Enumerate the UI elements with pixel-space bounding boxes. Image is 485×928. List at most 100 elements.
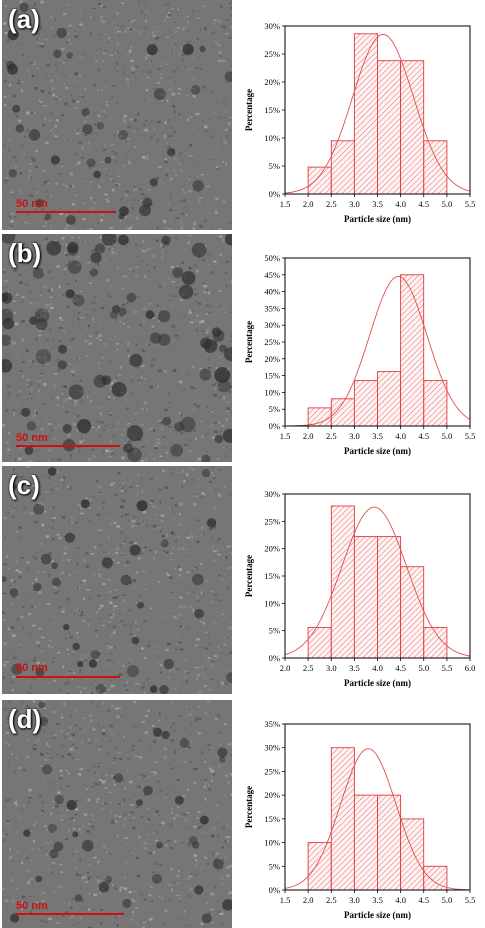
histogram-bar	[423, 380, 448, 427]
x-axis-label: Particle size (nm)	[344, 446, 411, 456]
y-tick-label: 35%	[264, 303, 280, 313]
y-tick-label: 30%	[264, 21, 280, 31]
histogram-bar	[353, 536, 378, 659]
x-tick-label: 5.5	[442, 663, 453, 673]
x-tick-label: 5.0	[442, 895, 453, 905]
x-tick-label: 4.0	[395, 431, 406, 441]
y-tick-label: 30%	[264, 743, 280, 753]
x-axis-label: Particle size (nm)	[344, 910, 411, 920]
y-tick-label: 0%	[269, 885, 280, 895]
tem-image-b: (b) 50 nm	[2, 234, 232, 462]
y-tick-label: 30%	[264, 489, 280, 499]
y-tick-label: 0%	[269, 653, 280, 663]
y-axis-label: Percentage	[244, 555, 254, 597]
x-tick-label: 3.5	[372, 431, 383, 441]
y-tick-label: 10%	[264, 133, 280, 143]
x-tick-label: 5.5	[465, 199, 476, 209]
y-tick-label: 20%	[264, 544, 280, 554]
y-tick-label: 0%	[269, 189, 280, 199]
y-tick-label: 25%	[264, 766, 280, 776]
histogram-bar	[423, 140, 448, 195]
y-axis-label: Percentage	[244, 321, 254, 363]
x-tick-label: 3.0	[349, 431, 360, 441]
y-tick-label: 35%	[264, 719, 280, 729]
y-tick-label: 25%	[264, 516, 280, 526]
y-tick-label: 20%	[264, 790, 280, 800]
scale-bar-text-a: 50 nm	[16, 198, 48, 210]
y-tick-label: 20%	[264, 77, 280, 87]
panel-c: (c) 50 nm 2.0 2.5 3.0 3.5 4.0 4.5 5.0 5.5 6.0 0% 5…	[0, 466, 485, 696]
scale-bar-b	[16, 445, 120, 447]
histogram-bar	[400, 566, 425, 659]
y-tick-label: 5%	[269, 404, 280, 414]
chart-c: 2.0 2.5 3.0 3.5 4.0 4.5 5.0 5.5 6.0 0% 5% 10% 15% 20%…	[240, 486, 485, 696]
y-axis-label: Percentage	[244, 786, 254, 828]
x-tick-label: 3.5	[349, 663, 360, 673]
tem-texture-a	[2, 0, 232, 230]
chart-a: 1.5 2.0 2.5 3.0 3.5 4.0 4.5 5.0 5.5 0% 5% 10% 15% 20%…	[240, 18, 485, 232]
panel-label-a: (a)	[8, 4, 40, 34]
x-axis-label: Particle size (nm)	[344, 214, 411, 224]
y-tick-label: 50%	[264, 253, 280, 263]
y-tick-label: 15%	[264, 105, 280, 115]
x-tick-label: 4.5	[418, 895, 429, 905]
x-tick-label: 2.5	[326, 431, 337, 441]
histogram-bar	[400, 60, 425, 195]
x-tick-label: 4.5	[418, 431, 429, 441]
gaussian-fit-curve	[284, 748, 470, 891]
x-tick-label: 2.0	[303, 199, 314, 209]
x-tick-label: 4.5	[395, 663, 406, 673]
x-tick-label: 5.0	[442, 199, 453, 209]
histogram-bar	[353, 380, 378, 427]
tem-texture-d	[2, 700, 232, 928]
x-tick-label: 4.0	[372, 663, 383, 673]
y-tick-label: 5%	[269, 161, 280, 171]
x-tick-label: 1.5	[280, 895, 291, 905]
scale-bar-text-b: 50 nm	[16, 432, 48, 444]
x-tick-label: 6.0	[465, 663, 476, 673]
x-axis-label: Particle size (nm)	[344, 678, 411, 688]
scale-bar-text-c: 50 nm	[16, 662, 48, 674]
y-tick-label: 10%	[264, 387, 280, 397]
scale-bar-a	[16, 211, 116, 213]
x-tick-label: 4.0	[395, 895, 406, 905]
y-tick-label: 40%	[264, 287, 280, 297]
x-tick-label: 5.5	[465, 431, 476, 441]
y-tick-label: 15%	[264, 814, 280, 824]
y-tick-label: 30%	[264, 320, 280, 330]
x-tick-label: 1.5	[280, 431, 291, 441]
histogram-bar	[377, 536, 402, 659]
panel-label-d: (d)	[8, 704, 42, 734]
y-tick-label: 5%	[269, 626, 280, 636]
y-tick-label: 5%	[269, 861, 280, 871]
y-tick-label: 15%	[264, 571, 280, 581]
histogram-a: 1.5 2.0 2.5 3.0 3.5 4.0 4.5 5.0 5.5 0% 5% 10% 15% 20%…	[244, 21, 476, 224]
x-tick-label: 5.0	[418, 663, 429, 673]
tem-texture-b	[2, 234, 232, 462]
y-tick-label: 10%	[264, 838, 280, 848]
gaussian-fit-curve	[285, 276, 471, 427]
x-tick-label: 3.0	[349, 895, 360, 905]
chart-b: 1.5 2.0 2.5 3.0 3.5 4.0 4.5 5.0 5.5 0% 5% 10% 15% 20%…	[240, 250, 485, 464]
x-tick-label: 2.5	[303, 663, 314, 673]
x-tick-label: 1.5	[280, 199, 291, 209]
y-tick-label: 25%	[264, 337, 280, 347]
histogram-bar	[307, 842, 332, 891]
histogram-c: 2.0 2.5 3.0 3.5 4.0 4.5 5.0 5.5 6.0 0% 5% 10% 15% 20%…	[244, 489, 476, 688]
tem-image-c: (c) 50 nm	[2, 466, 232, 694]
histogram-bar	[400, 274, 425, 427]
histogram-b: 1.5 2.0 2.5 3.0 3.5 4.0 4.5 5.0 5.5 0% 5% 10% 15% 20%…	[244, 253, 476, 456]
y-tick-label: 25%	[264, 49, 280, 59]
y-tick-label: 10%	[264, 598, 280, 608]
histogram-bar	[377, 794, 402, 891]
scale-bar-d	[16, 913, 124, 915]
tem-image-a: (a) 50 nm	[2, 0, 232, 230]
scale-bar-text-d: 50 nm	[16, 900, 48, 912]
panel-d: (d) 50 nm 1.5 2.0 2.5 3.0 3.5 4.0 4.5 5.0 5.5 0% 5…	[0, 698, 485, 928]
x-tick-label: 3.0	[326, 663, 337, 673]
tem-texture-c	[2, 466, 232, 694]
histogram-d: 1.5 2.0 2.5 3.0 3.5 4.0 4.5 5.0 5.5 0% 5% 10% 15% 20%…	[244, 719, 475, 920]
x-tick-label: 2.0	[303, 895, 314, 905]
x-tick-label: 2.0	[303, 431, 314, 441]
gaussian-fit-curve	[284, 506, 471, 657]
